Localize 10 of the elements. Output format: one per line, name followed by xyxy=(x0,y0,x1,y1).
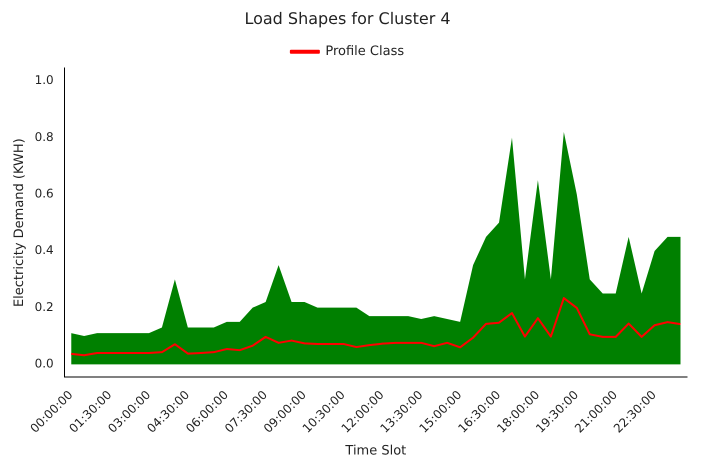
y-axis-title: Electricity Demand (KWH) xyxy=(12,138,28,308)
chart-title: Load Shapes for Cluster 4 xyxy=(244,8,451,28)
y-tick-label: 0.4 xyxy=(34,243,54,258)
y-tick-label: 1.0 xyxy=(34,73,54,88)
legend-label: Profile Class xyxy=(325,44,404,60)
y-tick-label: 0.8 xyxy=(34,130,54,144)
y-tick-label: 0.2 xyxy=(34,300,54,314)
x-axis-title: Time Slot xyxy=(344,444,406,459)
y-tick-label: 0.0 xyxy=(34,356,54,370)
y-tick-label: 0.6 xyxy=(34,186,54,200)
